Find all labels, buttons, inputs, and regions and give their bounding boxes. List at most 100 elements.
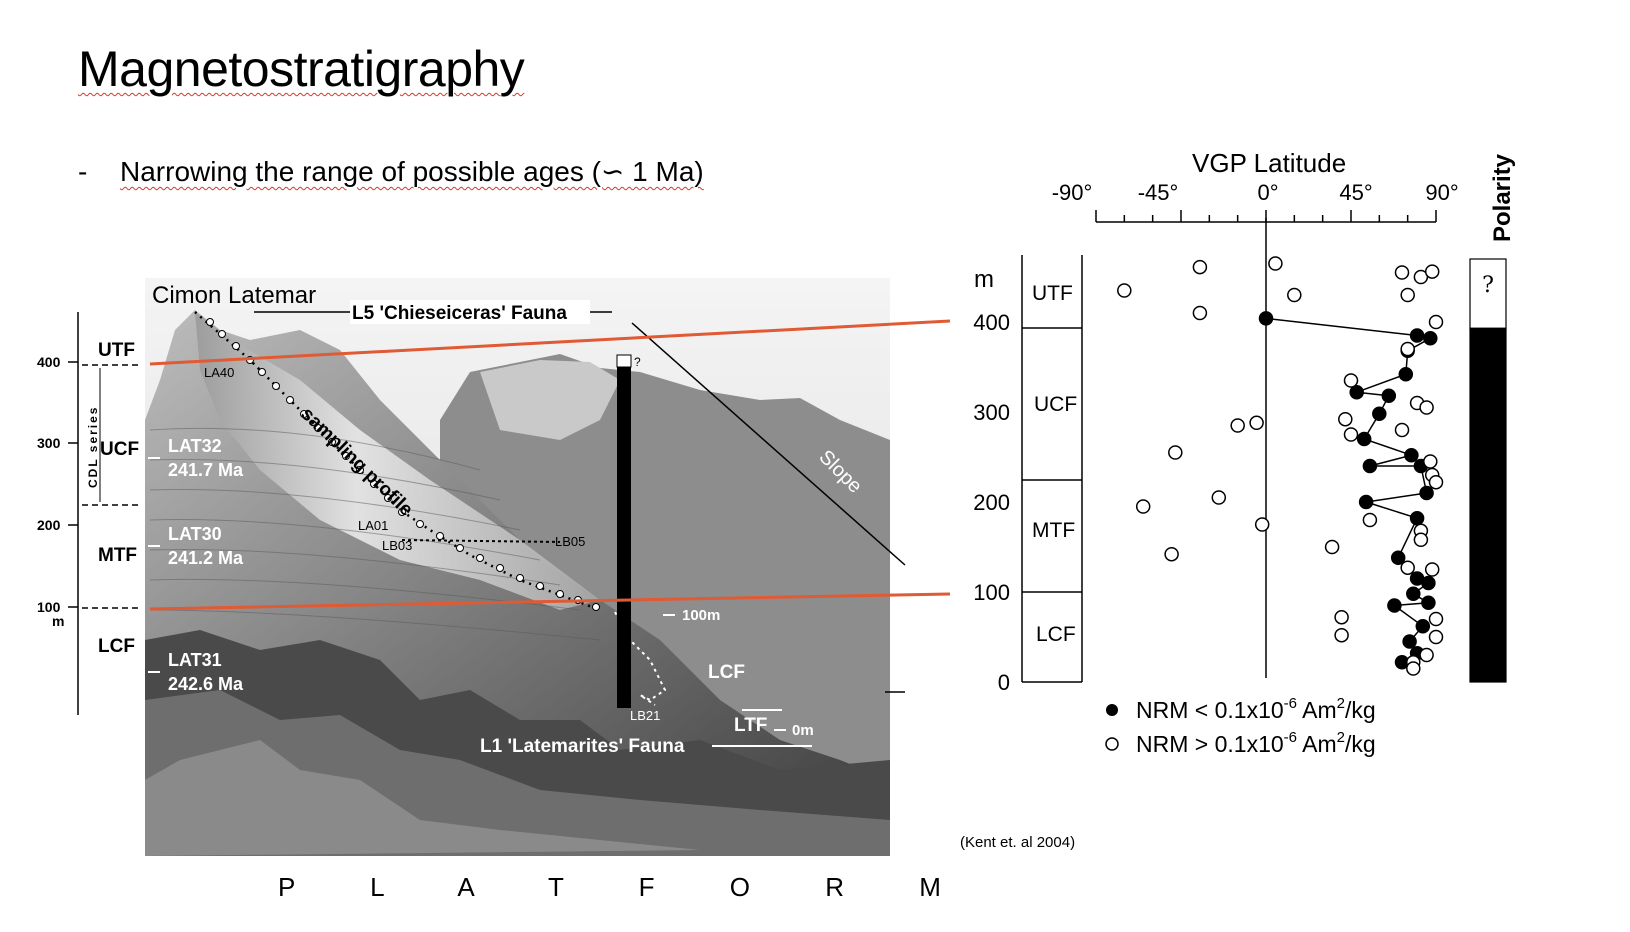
sample-lat31-age: 242.6 Ma: [168, 674, 244, 694]
top-fauna-bg: [350, 300, 590, 324]
vgp-point-open: [1268, 256, 1283, 271]
bullet-item: - Narrowing the range of possible ages (∽…: [78, 155, 704, 188]
unit-utf: UTF: [1032, 282, 1073, 305]
left-unit-utf: UTF: [98, 340, 135, 361]
left-tick-300: 300: [37, 435, 61, 451]
vgp-point-open: [1400, 560, 1415, 575]
vgp-x-tick-labels: -90° -45° 0° 45° 90°: [1052, 180, 1459, 205]
vgp-point-open: [1419, 647, 1434, 663]
unit-ucf: UCF: [1034, 393, 1077, 416]
unit-column: [1021, 255, 1083, 683]
lower-profile: [614, 611, 667, 706]
left-tick-100: 100: [37, 599, 61, 615]
vgp-point-filled: [1423, 330, 1438, 346]
vgp-point-filled: [1421, 595, 1436, 611]
vgp-y-tick: 300: [973, 400, 1010, 425]
vgp-point-open: [1230, 418, 1245, 433]
correlation-line-upper: [149, 319, 951, 366]
bullet-dash: -: [78, 156, 88, 187]
polarity-question: ?: [1482, 273, 1494, 298]
vgp-y-tick: 400: [973, 310, 1010, 335]
sample-lat32: LAT32: [168, 436, 222, 456]
polarity-normal-block: [1469, 327, 1507, 683]
vgp-point-open: [1423, 454, 1438, 469]
vgp-point-open: [1117, 283, 1132, 298]
vgp-point-open: [1164, 546, 1179, 562]
polarity-label: Polarity: [1489, 153, 1516, 242]
vgp-point-filled: [1421, 575, 1436, 591]
vgp-point-filled: [1415, 618, 1431, 634]
left-tick-400: 400: [37, 354, 61, 370]
vgp-point-filled: [1390, 550, 1406, 566]
vgp-point-filled: [1258, 311, 1274, 326]
vgp-point-filled: [1358, 494, 1374, 510]
slope-line: [631, 322, 906, 566]
sample-lat30: LAT30: [168, 524, 222, 544]
vgp-x-tick: 90°: [1425, 180, 1458, 205]
left-unit-mtf: MTF: [98, 545, 137, 566]
vgp-point-open: [1400, 287, 1415, 303]
legend-low: NRM < 0.1x10-6 Am2/kg: [1136, 695, 1376, 723]
vgp-point-open: [1424, 264, 1440, 279]
left-unit-ucf: UCF: [100, 439, 139, 460]
mountain-photo: [145, 278, 890, 856]
vgp-point-open: [1343, 373, 1359, 388]
sample-lat31: LAT31: [168, 650, 222, 670]
vgp-point-open: [1135, 499, 1151, 514]
vgp-x-tick: 0°: [1257, 180, 1278, 205]
vgp-point-filled: [1387, 598, 1402, 613]
left-tick-200: 200: [37, 517, 61, 533]
vgp-point-filled: [1362, 458, 1378, 474]
site-code-lb03: LB03: [382, 538, 412, 553]
site-code-lb21: LB21: [630, 708, 660, 723]
vgp-point-open: [1424, 562, 1440, 577]
vgp-point-open: [1211, 490, 1227, 505]
vgp-point-filled: [1406, 586, 1421, 602]
vgp-point-open: [1334, 609, 1349, 625]
polarity-unknown-block: [1469, 258, 1507, 329]
vgp-point-open: [1254, 517, 1270, 532]
vgp-point-open: [1413, 532, 1429, 548]
vgp-point-filled: [1409, 328, 1425, 343]
vgp-point-open: [1343, 427, 1359, 442]
vgp-point-open: [1324, 539, 1340, 555]
legend-filled-marker: [1106, 704, 1118, 716]
top-fauna-label: L5 'Chieseiceras' Fauna: [352, 303, 567, 324]
mark-0m: 0m: [792, 722, 814, 739]
correlation-line-lower: [149, 592, 951, 611]
platform-label: P L A T F O R M: [278, 872, 975, 902]
vgp-x-tick: 45°: [1339, 180, 1372, 205]
slide-title: Magnetostratigraphy: [78, 41, 525, 97]
vgp-point-open: [1419, 400, 1434, 415]
vgp-point-open: [1249, 415, 1264, 431]
photo-polarity-bar: [617, 355, 631, 708]
sample-lat30-age: 241.2 Ma: [168, 548, 244, 568]
vgp-point-open: [1192, 259, 1208, 275]
photo-polarity-unknown: [616, 354, 632, 368]
vgp-point-open: [1400, 341, 1415, 357]
vgp-point-open: [1394, 265, 1410, 280]
vgp-point-open: [1428, 611, 1444, 627]
vgp-point-open: [1362, 512, 1378, 528]
bottom-fauna-label: L1 'Latemarites' Fauna: [480, 736, 685, 757]
vgp-title: VGP Latitude: [1192, 148, 1346, 178]
site-code-la40: LA40: [204, 365, 234, 380]
vgp-y-tick: 0: [998, 670, 1010, 695]
vgp-y-tick: 100: [973, 580, 1010, 605]
polarity-column: [1469, 258, 1507, 683]
left-axis-unit: m: [52, 613, 64, 629]
unit-lcf: LCF: [1036, 623, 1076, 646]
vgp-point-open: [1394, 422, 1410, 438]
vgp-point-open: [1287, 287, 1302, 303]
vgp-point-open: [1338, 411, 1353, 427]
vgp-point-filled: [1349, 384, 1364, 400]
sample-lat32-age: 241.7 Ma: [168, 460, 244, 480]
vgp-point-filled: [1356, 431, 1372, 447]
vgp-point-filled: [1402, 634, 1417, 649]
site-code-la01: LA01: [358, 518, 388, 533]
citation: (Kent et. al 2004): [960, 834, 1076, 851]
vgp-point-filled: [1372, 406, 1387, 422]
vgp-point-filled: [1398, 366, 1414, 382]
left-strat-axis: [68, 312, 140, 715]
